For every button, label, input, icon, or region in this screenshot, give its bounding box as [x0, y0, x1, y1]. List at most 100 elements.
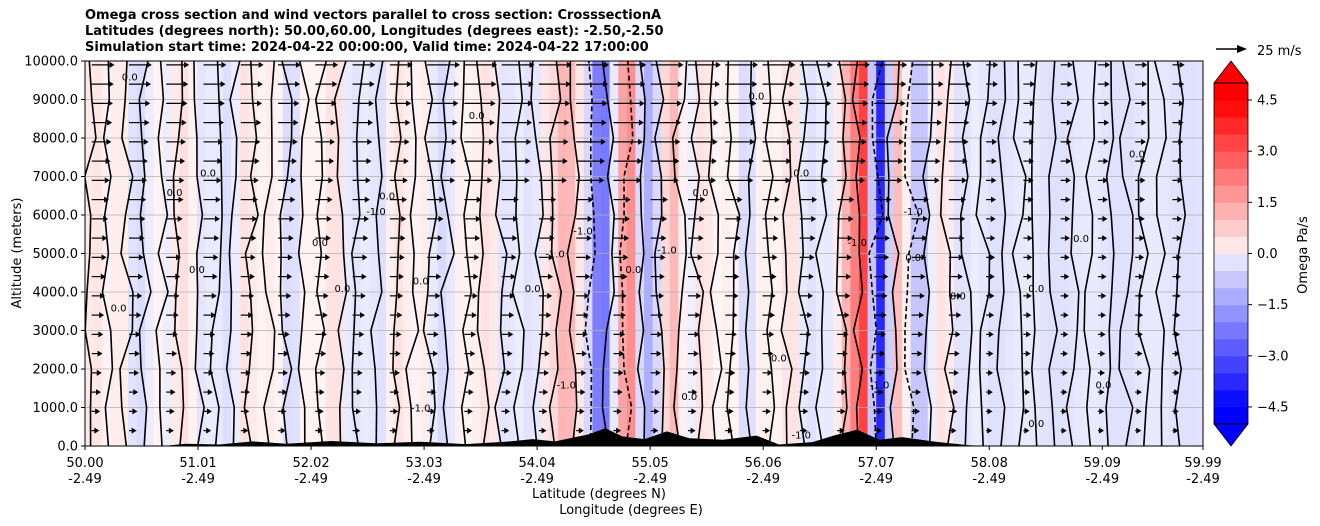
contour-label: 0.0 [167, 188, 183, 199]
contour-line [314, 61, 328, 446]
wind-vector-head [660, 254, 666, 261]
colorbar-band [1214, 83, 1248, 101]
wind-vector-head [174, 292, 180, 299]
contour-line [619, 61, 634, 446]
contour-line [1153, 61, 1167, 446]
wind-vector-head [921, 254, 927, 261]
contour-line [654, 61, 665, 446]
terrain [85, 428, 1203, 446]
wind-vector-head [654, 389, 660, 396]
wind-vector-head [845, 292, 851, 299]
wind-vector-head [146, 61, 152, 68]
wind-vector-head [1029, 100, 1035, 107]
wind-vector-head [331, 100, 337, 107]
wind-vector-head [137, 292, 143, 299]
wind-vector-head [1062, 369, 1068, 376]
wind-vector-head [467, 408, 473, 415]
wind-vector-head [323, 292, 329, 299]
wind-vector-head [255, 138, 261, 145]
wind-vector-head [1066, 158, 1072, 165]
wind-vector-head [180, 158, 186, 165]
wind-vector-head [808, 273, 814, 280]
wind-vector-head [751, 100, 757, 107]
wind-vector-head [1065, 196, 1071, 203]
wind-vector-head [914, 427, 920, 434]
wind-vector-head [438, 215, 444, 222]
wind-vector-head [322, 312, 328, 319]
wind-vector-head [325, 254, 331, 261]
contour-line [1065, 61, 1080, 446]
wind-vector-head [678, 61, 684, 68]
wind-vector-head [362, 254, 368, 261]
wind-vector-head [916, 369, 922, 376]
wind-vector-head [579, 408, 585, 415]
wind-vector-head [139, 235, 145, 242]
wind-vector-head [407, 61, 413, 68]
x-tick-label-lat: 56.06 [745, 456, 782, 471]
y-tick-label: 0.0 [57, 440, 78, 455]
wind-vector-head [822, 177, 828, 184]
wind-vector-head [368, 119, 374, 126]
x-tick-label-lon: -2.49 [972, 472, 1006, 487]
wind-vector-head [509, 292, 515, 299]
wind-vector-head [658, 292, 664, 299]
contour-label: 0.0 [525, 284, 541, 295]
wind-vector-head [919, 312, 925, 319]
x-tick-label-lon: -2.49 [859, 472, 893, 487]
wind-vector-head [282, 389, 288, 396]
wind-vector-head [735, 235, 741, 242]
contour-label: -1.0 [657, 246, 677, 257]
wind-vector-head [804, 369, 810, 376]
contour-label: -1.0 [366, 207, 386, 218]
contour-line [996, 61, 1007, 446]
wind-vector-head [281, 408, 287, 415]
contour-label: -1.0 [870, 380, 890, 391]
wind-vector-head [1104, 81, 1110, 88]
wind-vector-head [936, 138, 942, 145]
wind-vector-head [586, 235, 592, 242]
wind-vector-head [769, 312, 775, 319]
contour-line [1030, 61, 1038, 446]
contour-line [796, 61, 810, 446]
wind-vector-head [1062, 408, 1068, 415]
wind-vector-head [769, 331, 775, 338]
contour-label: 0.0 [1073, 234, 1089, 245]
colorbar-extend-min [1213, 423, 1249, 447]
contour-line [1118, 61, 1134, 446]
wind-vector-head [99, 312, 105, 319]
wind-vector-head [656, 350, 662, 357]
wind-vector-head [97, 350, 103, 357]
wind-vector-head [1179, 61, 1185, 68]
contour-label: -1.0 [545, 249, 565, 260]
wind-vector-head [731, 331, 737, 338]
wind-vector-head [827, 61, 833, 68]
wind-vector-head [182, 100, 188, 107]
wind-vector-head [789, 81, 795, 88]
wind-vector-head [810, 235, 816, 242]
wind-vector-head [565, 81, 571, 88]
wind-vector-head [321, 350, 327, 357]
wind-vector-head [879, 369, 885, 376]
wind-vector-head [811, 215, 817, 222]
wind-vector-head [676, 100, 682, 107]
wind-vector-head [957, 273, 963, 280]
wind-vector-head [436, 273, 442, 280]
wind-vector-head [528, 81, 534, 88]
contour-label: -1.0 [903, 207, 923, 218]
wind-vector-head [864, 81, 870, 88]
wind-vector-head [951, 427, 957, 434]
x-tick-label-lat: 59.09 [1084, 456, 1121, 471]
wind-vector-head [624, 215, 630, 222]
wind-vector-head [280, 427, 286, 434]
colorbar-band [1214, 236, 1248, 254]
wind-vector-head [1102, 235, 1108, 242]
wind-vector-head [171, 369, 177, 376]
wind-vector-head [141, 196, 147, 203]
wind-vector-head [885, 215, 891, 222]
wind-vector-head [582, 331, 588, 338]
contour-line [1011, 61, 1027, 446]
wind-vector-head [291, 158, 297, 165]
wind-vector-head [210, 331, 216, 338]
wind-vector-head [640, 81, 646, 88]
wind-vector-head [469, 369, 475, 376]
